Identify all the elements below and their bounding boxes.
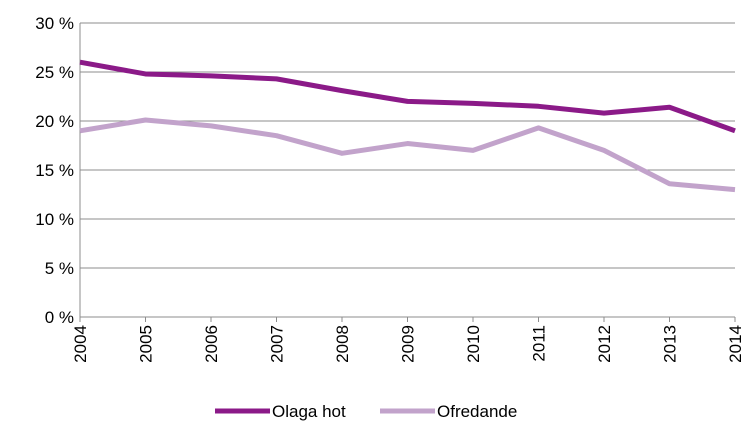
x-tick-label: 2009 xyxy=(399,325,418,363)
x-tick-label: 2011 xyxy=(530,325,549,362)
y-tick-label: 5 % xyxy=(45,259,74,278)
x-tick-label: 2006 xyxy=(202,325,221,363)
data-line xyxy=(79,59,736,134)
x-tick-label: 2008 xyxy=(333,325,352,363)
y-tick-label: 10 % xyxy=(35,210,74,229)
x-tick-label: 2007 xyxy=(268,325,287,363)
x-tick-label: 2013 xyxy=(661,325,680,363)
x-tick-label: 2012 xyxy=(595,325,614,363)
y-tick-label: 25 % xyxy=(35,63,74,82)
x-tick-label: 2004 xyxy=(71,325,90,363)
legend-label: Ofredande xyxy=(437,402,517,421)
y-tick-label: 30 % xyxy=(35,14,74,33)
x-tick-label: 2005 xyxy=(137,325,156,363)
x-tick-label: 2014 xyxy=(726,325,742,363)
y-tick-label: 0 % xyxy=(45,308,74,327)
data-line xyxy=(79,117,736,193)
legend-label: Olaga hot xyxy=(272,402,346,421)
y-tick-label: 15 % xyxy=(35,161,74,180)
y-tick-label: 20 % xyxy=(35,112,74,131)
x-tick-label: 2010 xyxy=(464,325,483,363)
